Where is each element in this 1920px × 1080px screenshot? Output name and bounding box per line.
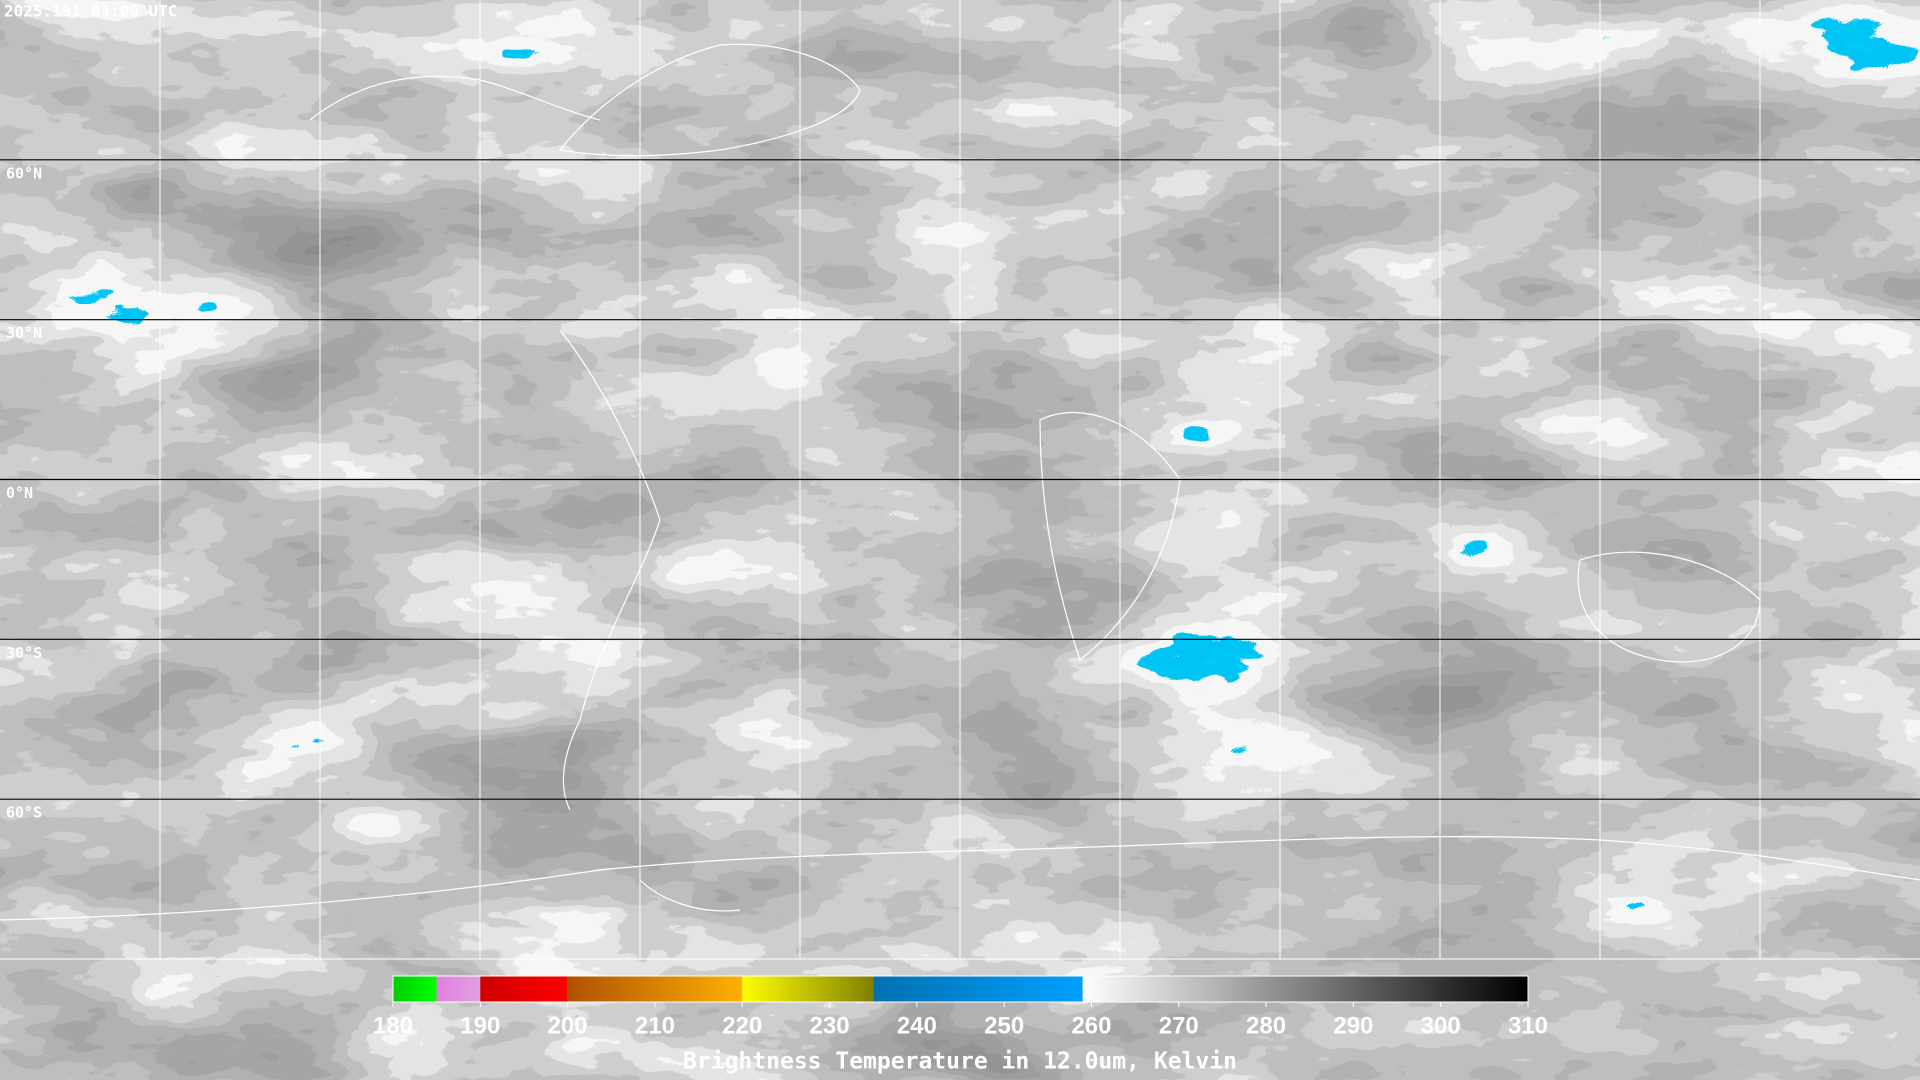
colorbar-segment — [436, 976, 481, 1002]
colorbar-frame — [392, 975, 1529, 1003]
latitude-label: 0°N — [6, 484, 33, 502]
colorbar-tick-label: 220 — [722, 1012, 762, 1039]
colorbar-tick-label: 250 — [984, 1012, 1024, 1039]
graticule: 60°N 30°N 0°N 30°S 60°S — [6, 0, 1761, 959]
colorbar-title: Brightness Temperature in 12.0um, Kelvin — [683, 1049, 1237, 1075]
timestamp: 2025.191 03:00 UTC — [4, 2, 177, 21]
colorbar-tick-label: 180 — [373, 1012, 413, 1039]
colorbar-tick-label: 280 — [1246, 1012, 1286, 1039]
latitude-label: 30°N — [6, 324, 42, 342]
colorbar-tick-label: 300 — [1421, 1012, 1461, 1039]
colorbar-segment — [567, 976, 743, 1002]
colorbar-tick-label: 290 — [1333, 1012, 1373, 1039]
colorbar-tick-label: 200 — [548, 1012, 588, 1039]
coastlines — [0, 43, 1920, 921]
latitude-label: 60°N — [6, 164, 42, 182]
colorbar-segment — [742, 976, 874, 1002]
coastline — [559, 329, 661, 811]
coastline — [0, 836, 1920, 921]
colorbar-segment — [480, 976, 568, 1002]
colorbar-segment — [873, 976, 1083, 1002]
latitude-label: 30°S — [6, 644, 42, 662]
colorbar: 180 190 200 210 220 230 240 250 260 270 280 290 300 3… — [373, 975, 1548, 1039]
colorbar-tick-label: 260 — [1071, 1012, 1111, 1039]
colorbar-segment — [1082, 976, 1528, 1002]
coastline — [558, 43, 861, 157]
colorbar-tick-label: 240 — [897, 1012, 937, 1039]
colorbar-tick-label: 190 — [460, 1012, 500, 1039]
colorbar-tick-label: 270 — [1159, 1012, 1199, 1039]
colorbar-segment — [393, 976, 437, 1002]
coastline — [1577, 551, 1761, 663]
latitude-label: 60°S — [6, 804, 42, 822]
colorbar-tick-label: 210 — [635, 1012, 675, 1039]
colorbar-tick-label: 230 — [810, 1012, 850, 1039]
coastline — [639, 879, 741, 912]
coastline — [1039, 412, 1181, 662]
colorbar-tick-label: 310 — [1508, 1012, 1548, 1039]
